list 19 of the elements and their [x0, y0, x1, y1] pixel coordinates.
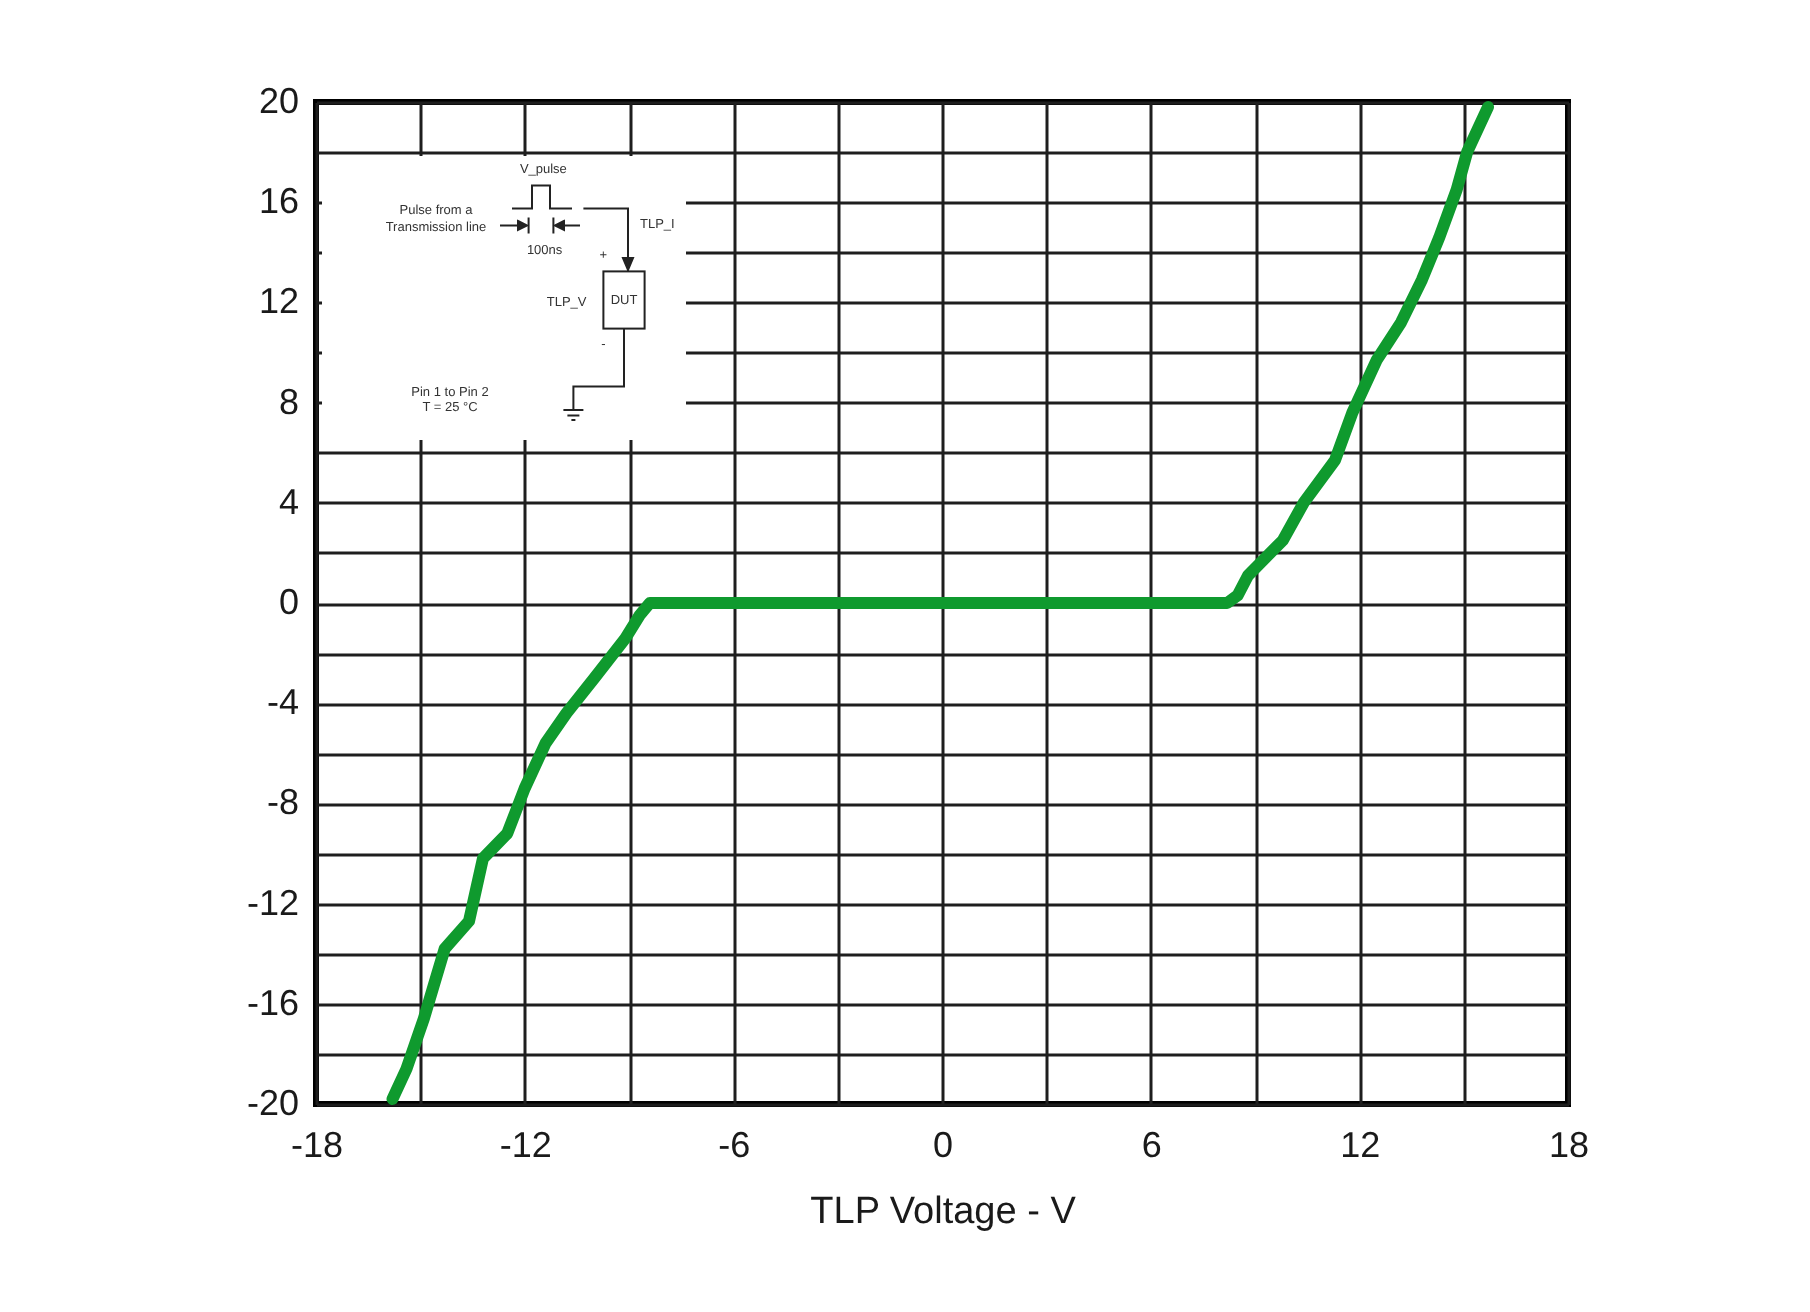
y-tick-label: -8 — [266, 782, 299, 823]
x-tick-label: 12 — [1340, 1125, 1381, 1165]
x-tick-label: -6 — [718, 1125, 751, 1165]
y-tick-label: 12 — [258, 281, 299, 322]
y-tick-label: 8 — [278, 381, 299, 422]
x-tick-label: 18 — [1548, 1125, 1590, 1165]
y-tick-label: 0 — [278, 582, 299, 622]
x-axis-title: TLP Voltage - V — [810, 1191, 1077, 1233]
x-tick-label: 0 — [932, 1125, 954, 1165]
x-tick-label: 6 — [1141, 1125, 1162, 1165]
y-tick-label: 16 — [258, 181, 299, 222]
y-tick-label: 4 — [278, 481, 299, 522]
x-tick-label: -12 — [499, 1125, 552, 1165]
x-tick-label: -18 — [290, 1125, 344, 1165]
y-tick-label: -12 — [246, 882, 299, 923]
y-tick-label: -4 — [266, 682, 299, 723]
y-tick-label: 20 — [258, 81, 299, 121]
y-tick-label: -20 — [246, 1083, 299, 1123]
y-tick-label: -16 — [246, 982, 299, 1023]
